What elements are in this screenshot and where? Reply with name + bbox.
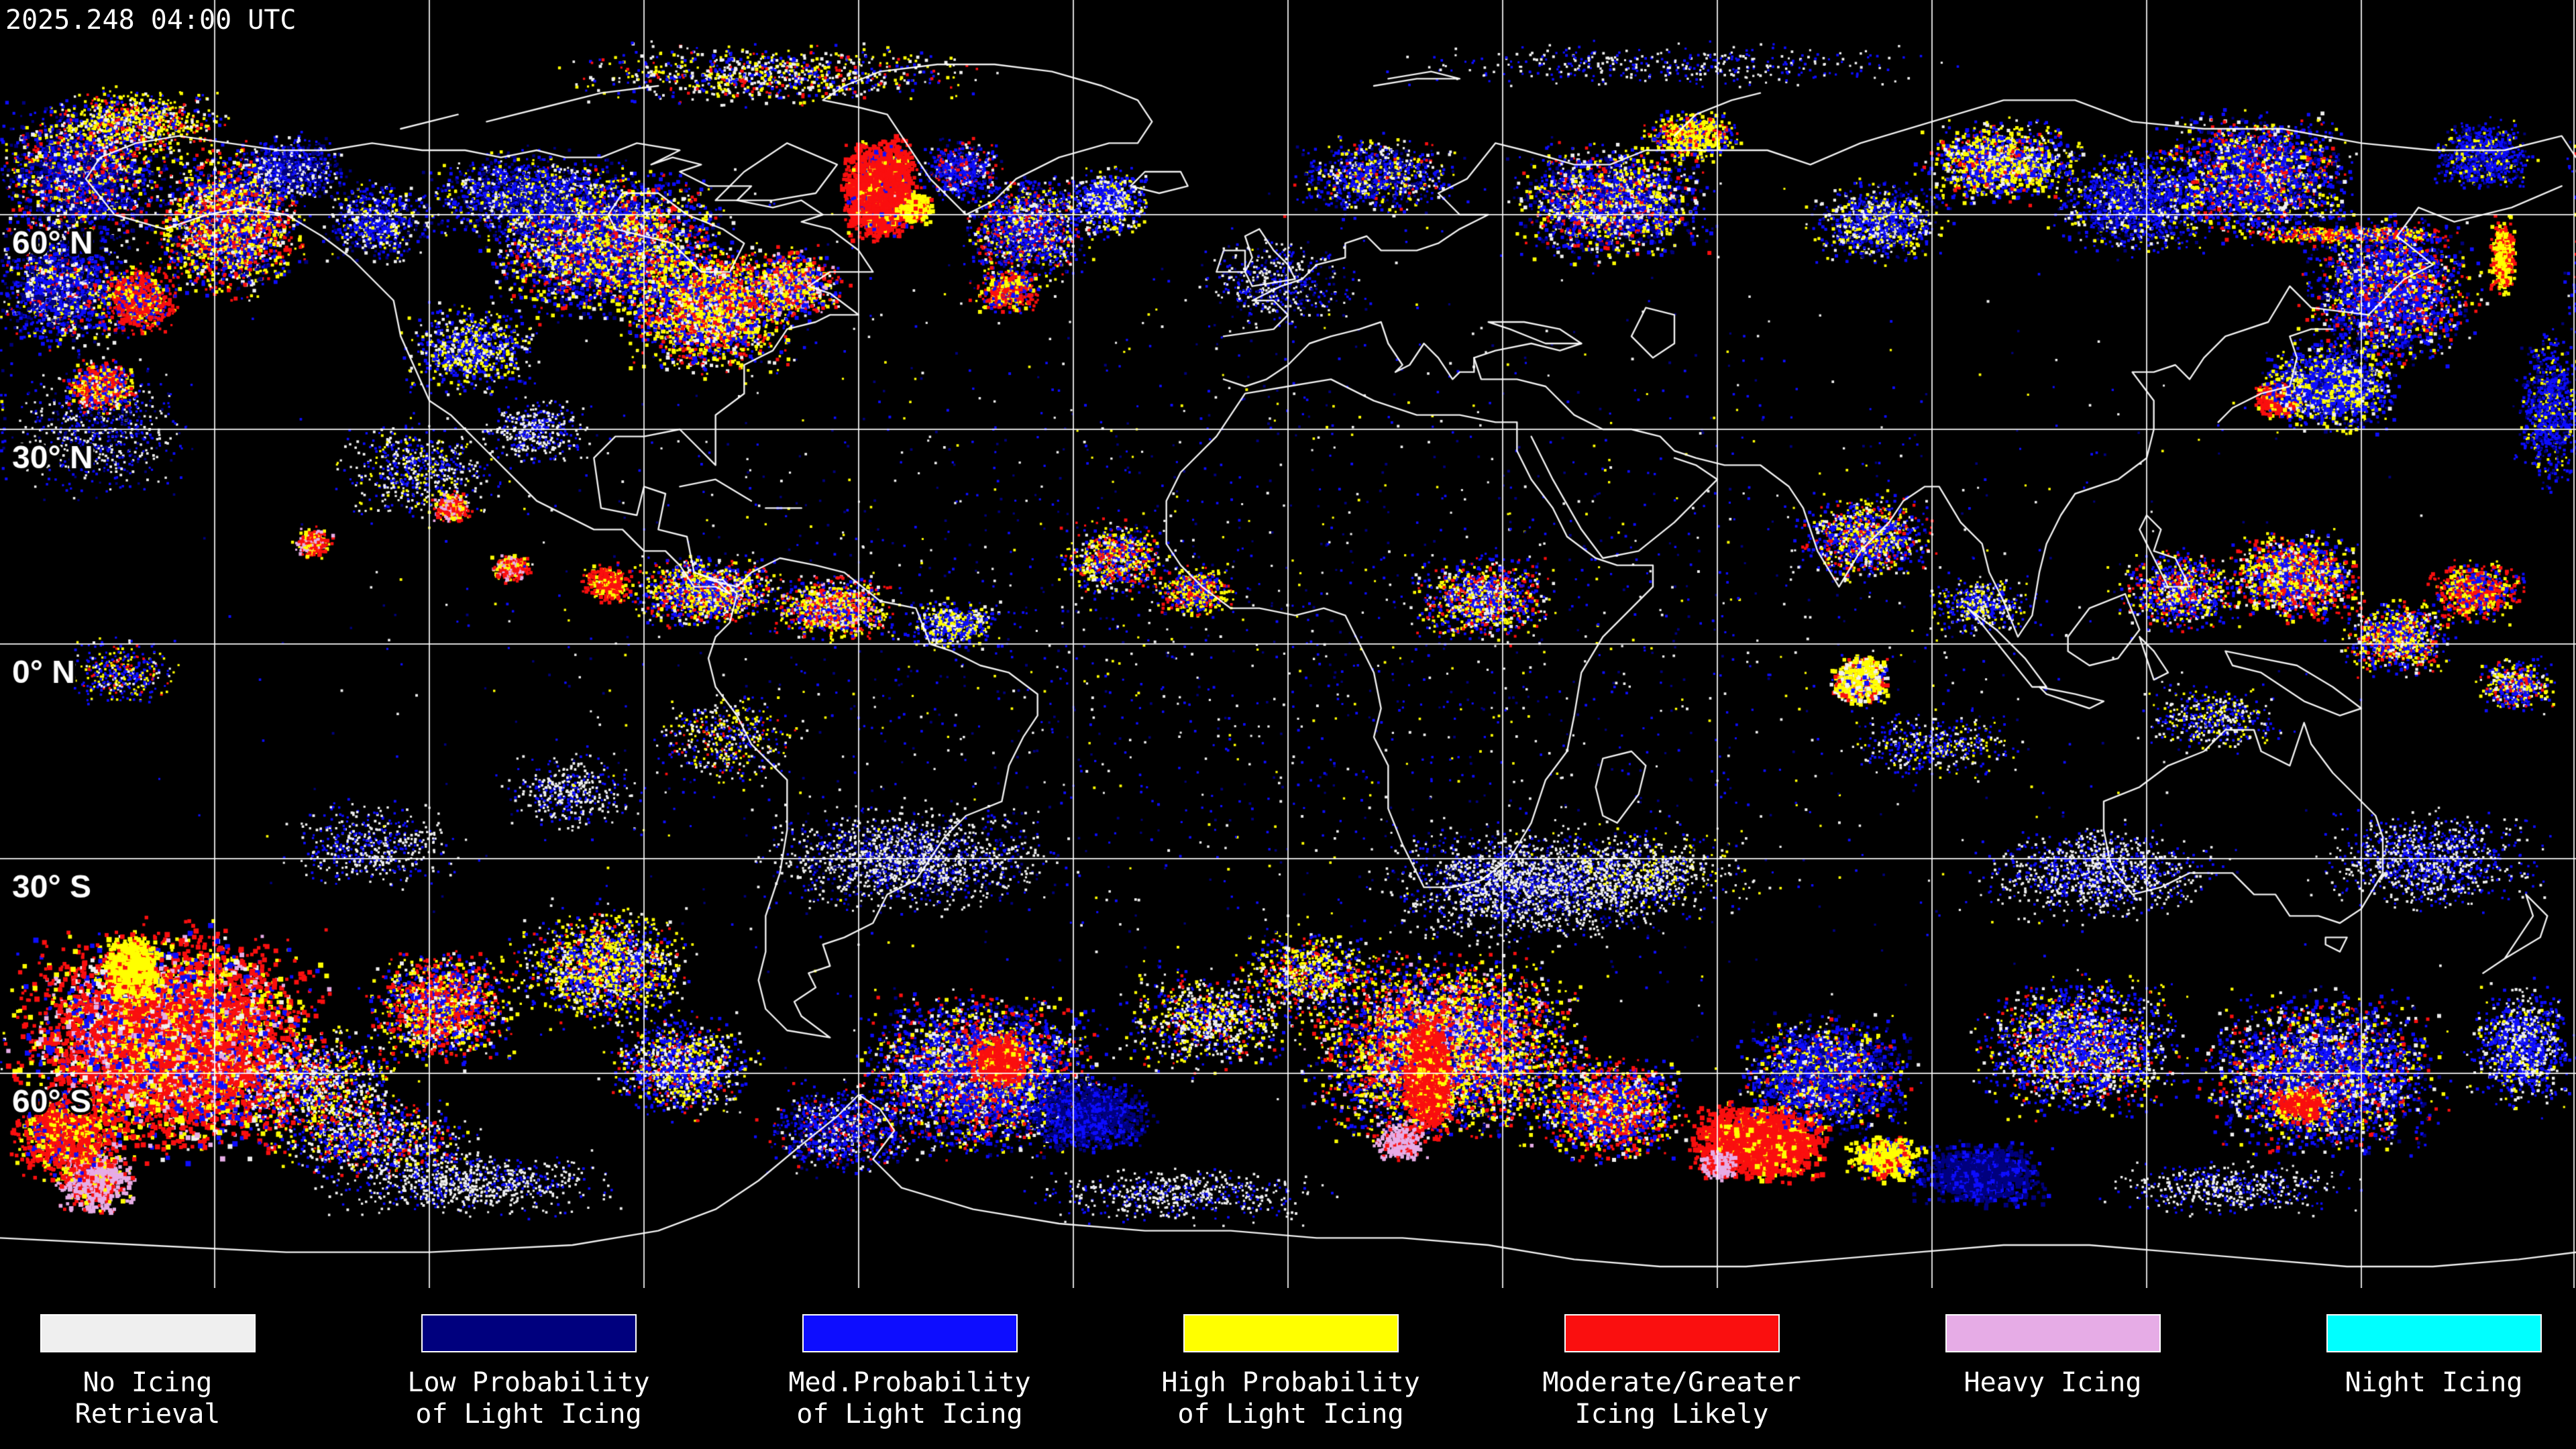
legend-item-1: Low Probability of Light Icing bbox=[381, 1314, 676, 1430]
legend-label-line2: of Light Icing bbox=[1177, 1399, 1404, 1430]
legend-swatch bbox=[40, 1314, 256, 1352]
legend-label-line2: Icing Likely bbox=[1574, 1399, 1769, 1430]
legend-label-line1: Med.Probability bbox=[788, 1367, 1031, 1398]
timestamp-label: 2025.248 04:00 UTC bbox=[5, 5, 297, 36]
legend-label-line2: of Light Icing bbox=[796, 1399, 1023, 1430]
legend-label-line1: High Probability bbox=[1161, 1367, 1420, 1398]
legend-label-line1: Moderate/Greater bbox=[1542, 1367, 1801, 1398]
legend-item-3: High Probability of Light Icing bbox=[1143, 1314, 1438, 1430]
legend-label-line2: of Light Icing bbox=[415, 1399, 642, 1430]
legend: No Icing Retrieval Low Probability of Light… bbox=[0, 1288, 2576, 1449]
legend-label-line1: Heavy Icing bbox=[1964, 1367, 2142, 1398]
legend-swatch bbox=[1564, 1314, 1780, 1352]
icing-map-canvas bbox=[0, 0, 2576, 1288]
legend-swatch bbox=[1945, 1314, 2161, 1352]
legend-swatch bbox=[802, 1314, 1018, 1352]
legend-swatch bbox=[1183, 1314, 1399, 1352]
legend-item-6: Night Icing bbox=[2286, 1314, 2576, 1399]
legend-label-line1: Low Probability bbox=[407, 1367, 650, 1398]
legend-label-line1: Night Icing bbox=[2345, 1367, 2523, 1398]
legend-item-2: Med.Probability of Light Icing bbox=[762, 1314, 1057, 1430]
legend-label-line2: Retrieval bbox=[74, 1399, 221, 1430]
legend-swatch bbox=[421, 1314, 637, 1352]
legend-item-0: No Icing Retrieval bbox=[0, 1314, 295, 1430]
legend-swatch bbox=[2326, 1314, 2542, 1352]
legend-item-4: Moderate/Greater Icing Likely bbox=[1524, 1314, 1819, 1430]
legend-item-5: Heavy Icing bbox=[1905, 1314, 2200, 1399]
legend-label-line1: No Icing bbox=[83, 1367, 213, 1398]
